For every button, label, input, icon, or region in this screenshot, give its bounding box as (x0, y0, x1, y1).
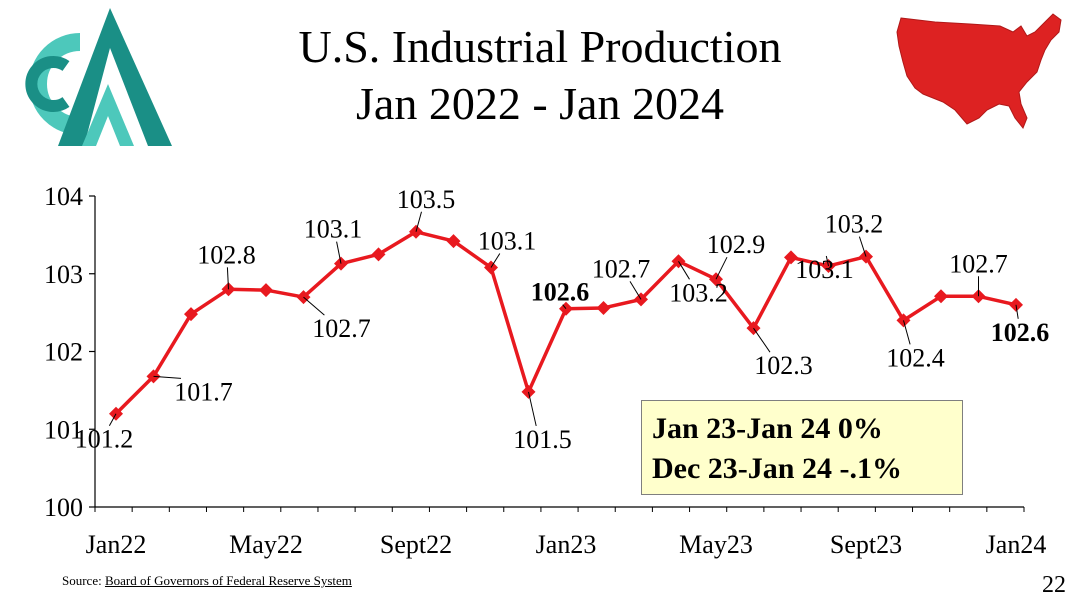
logo-peak (58, 8, 172, 146)
data-point (446, 234, 461, 249)
x-tick-label: Sept22 (380, 530, 452, 559)
data-label: 102.9 (707, 230, 766, 259)
y-tick-label: 102 (44, 338, 83, 367)
data-label-leader (490, 253, 501, 268)
data-label-leader (715, 256, 728, 280)
data-label-leader (108, 413, 117, 426)
data-label-leader (678, 261, 690, 280)
data-label: 103.1 (304, 215, 363, 244)
data-label-leader (415, 211, 422, 232)
source-prefix: Source: (62, 573, 105, 588)
data-label: 102.7 (949, 249, 1008, 278)
source-link[interactable]: Board of Governors of Federal Reserve Sy… (104, 573, 352, 588)
logo-arc (29, 33, 81, 135)
chart-ticks: 100 101 102 103 104 Jan22 May22 Sept22 Jan23 May2… (44, 182, 1046, 559)
data-label: 103.2 (825, 210, 884, 239)
summary-line-2: Dec 23-Jan 24 -.1% (652, 452, 902, 485)
data-label: 102.7 (592, 254, 651, 283)
data-label: 102.7 (312, 314, 371, 343)
data-point (934, 289, 948, 304)
data-point (784, 250, 798, 265)
data-label-leader (562, 304, 567, 310)
logo-graphic (25, 8, 172, 146)
data-label: 102.4 (886, 343, 945, 372)
x-tick-label: Sept23 (830, 530, 902, 559)
title-line-1: U.S. Industrial Production (298, 21, 782, 72)
data-label-leader (903, 320, 911, 345)
y-tick-label: 101 (44, 415, 83, 444)
x-tick-label: Jan24 (986, 530, 1047, 559)
data-label-leader (303, 296, 325, 316)
y-tick-label: 103 (44, 260, 83, 289)
data-label-leader (825, 255, 829, 267)
source-note: Source: Board of Governors of Federal Re… (62, 573, 352, 589)
x-tick-label: Jan23 (536, 530, 597, 559)
data-label: 102.8 (197, 240, 256, 269)
data-point (371, 247, 386, 262)
data-label-leader (858, 236, 867, 257)
data-label-leader (226, 267, 229, 290)
data-point (259, 283, 273, 298)
data-label-leader (153, 375, 182, 379)
summary-box: Jan 23-Jan 24 0% Dec 23-Jan 24 -.1% (641, 400, 963, 495)
data-label: 103.1 (478, 227, 537, 256)
data-label: 102.6 (991, 318, 1050, 347)
data-label-leader (753, 327, 771, 353)
x-tick-label: Jan22 (86, 530, 147, 559)
x-tick-label: May22 (229, 530, 303, 559)
data-label: 103.1 (795, 255, 854, 284)
data-label: 101.5 (513, 425, 572, 454)
data-label: 103.5 (397, 185, 456, 214)
data-label: 102.6 (531, 278, 590, 307)
logo-inner-peak (82, 84, 134, 146)
page-number: 22 (1042, 572, 1066, 598)
us-map-graphic (896, 13, 1062, 129)
data-label-leader (629, 281, 642, 300)
us-map-shape (896, 13, 1062, 129)
data-label: 101.2 (75, 425, 134, 454)
summary-line-1: Jan 23-Jan 24 0% (652, 412, 883, 445)
us-map-icon (895, 10, 1067, 135)
page-title: U.S. Industrial Production Jan 2022 - Ja… (190, 18, 890, 132)
data-label-leader (336, 241, 342, 264)
y-tick-label: 100 (44, 493, 83, 522)
data-point (184, 307, 198, 322)
data-label: 101.7 (174, 377, 233, 406)
data-label-leader (528, 391, 537, 427)
data-labels: 101.2 101.7 102.8 102.7 103.1 103.5 103.1 101.5… (75, 185, 1050, 454)
company-logo (10, 6, 180, 156)
x-tick-label: May23 (679, 530, 753, 559)
data-label: 102.3 (754, 351, 813, 380)
data-point (596, 300, 611, 315)
title-line-2: Jan 2022 - Jan 2024 (356, 78, 724, 129)
data-label: 103.2 (669, 278, 728, 307)
logo-inner-arc (25, 56, 70, 112)
y-tick-label: 104 (44, 182, 83, 211)
data-label-leader (1015, 304, 1019, 319)
